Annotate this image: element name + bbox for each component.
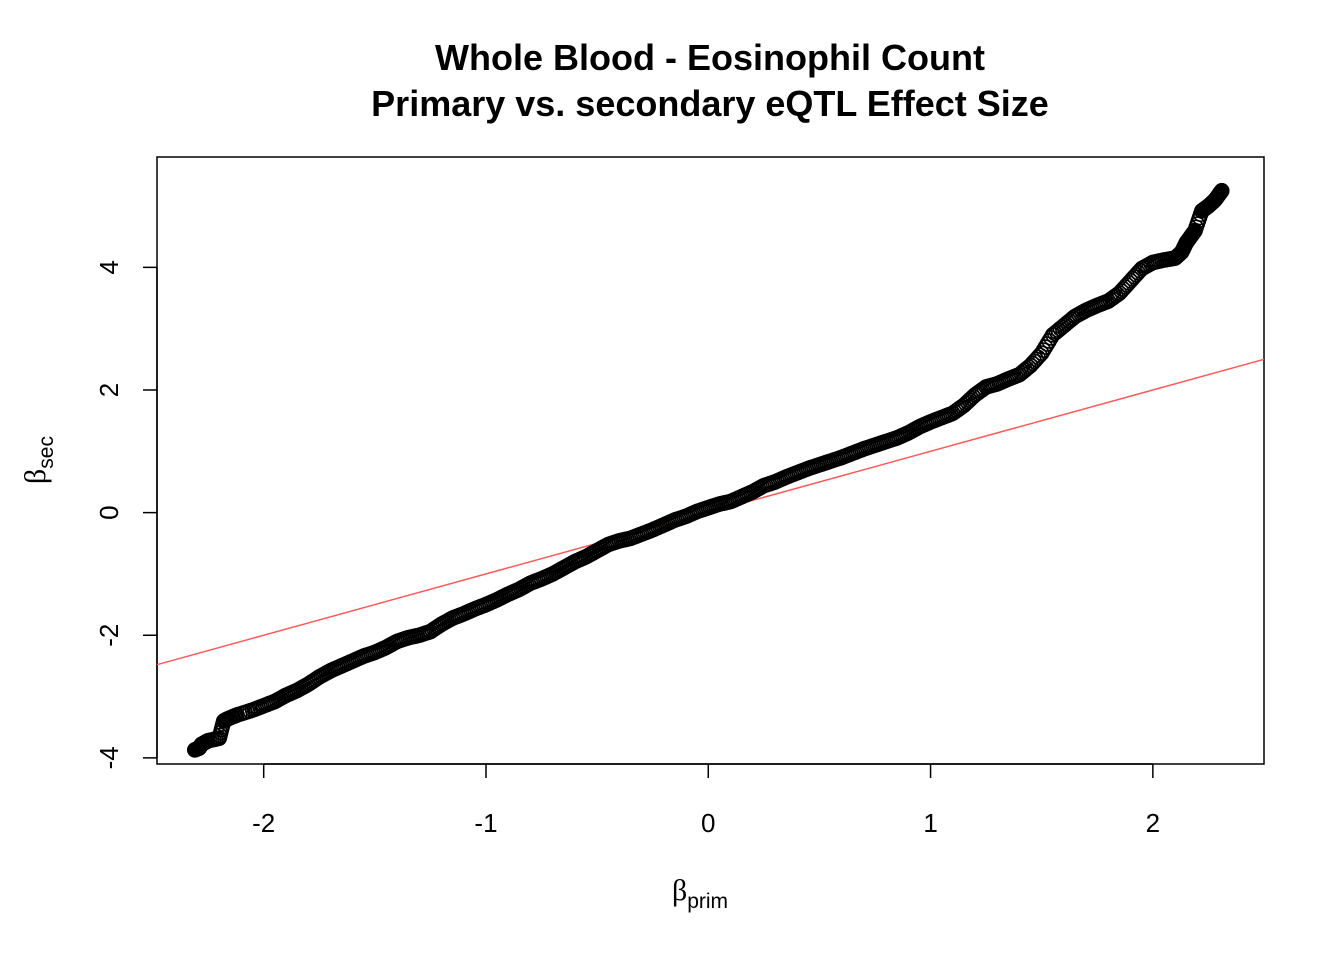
y-axis-label-subscript: sec: [35, 436, 58, 469]
y-tick-label: 2: [94, 383, 124, 397]
x-tick-label: -2: [252, 808, 275, 838]
x-axis: -2 -1 0 1 2: [252, 763, 1160, 838]
y-tick-label: 0: [94, 505, 124, 519]
y-tick-label: 4: [94, 260, 124, 274]
x-tick-label: 2: [1146, 808, 1160, 838]
x-tick-label: -1: [474, 808, 497, 838]
data-point: [1032, 347, 1048, 364]
chart-title: Whole Blood - Eosinophil Count: [435, 37, 985, 78]
x-axis-label-symbol: β: [672, 874, 687, 907]
y-tick-label: -2: [94, 624, 124, 647]
x-axis-label-subscript: prim: [687, 890, 728, 913]
y-axis-label: βsec: [19, 436, 58, 484]
x-axis-label: βprim: [672, 874, 728, 913]
points-group: [186, 182, 1230, 758]
y-axis: -4 -2 0 2 4: [94, 260, 158, 769]
y-axis-label-symbol: β: [19, 469, 52, 484]
y-tick-label: -4: [94, 746, 124, 769]
data-point: [1213, 182, 1230, 199]
x-tick-label: 0: [701, 808, 715, 838]
x-tick-label: 1: [923, 808, 937, 838]
chart-subtitle: Primary vs. secondary eQTL Effect Size: [371, 83, 1049, 124]
